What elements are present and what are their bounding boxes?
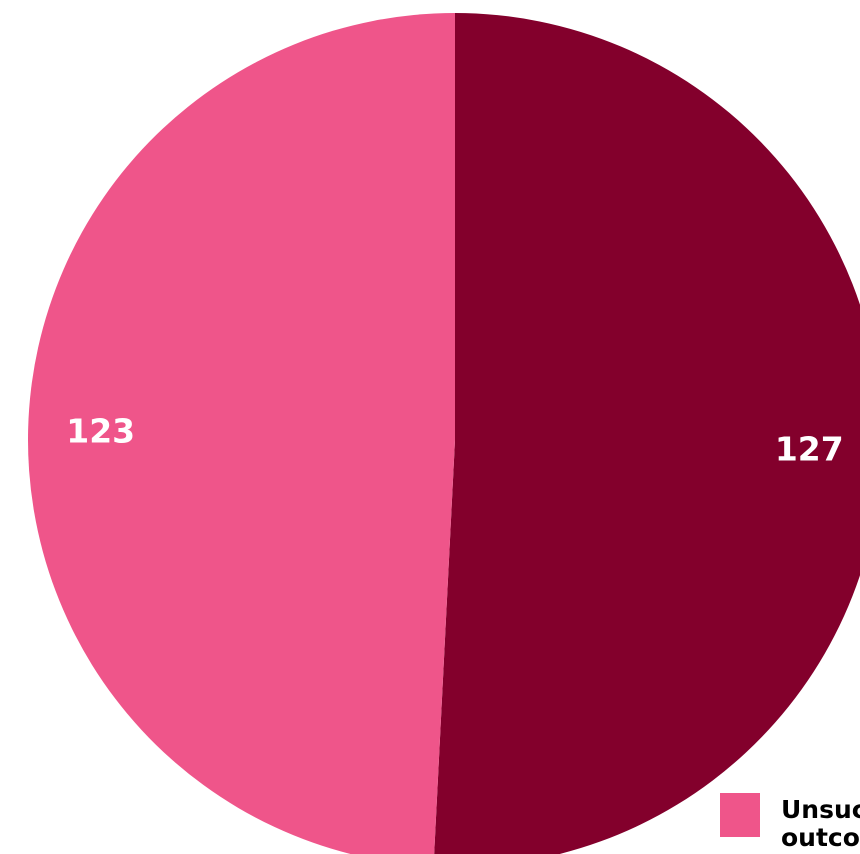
labels-layer: 127 123 [66,412,843,469]
slices-layer [27,13,860,854]
legend-swatch-unsuccessful [720,793,760,837]
legend: Unsuccessful outcome [720,793,860,852]
pie-slice-1 [27,13,455,854]
legend-label-unsuccessful: Unsuccessful outcome [781,795,860,852]
slice-value-label-1: 123 [66,412,135,451]
pie-slice-0 [434,13,860,854]
slice-value-label-0: 127 [775,429,844,468]
